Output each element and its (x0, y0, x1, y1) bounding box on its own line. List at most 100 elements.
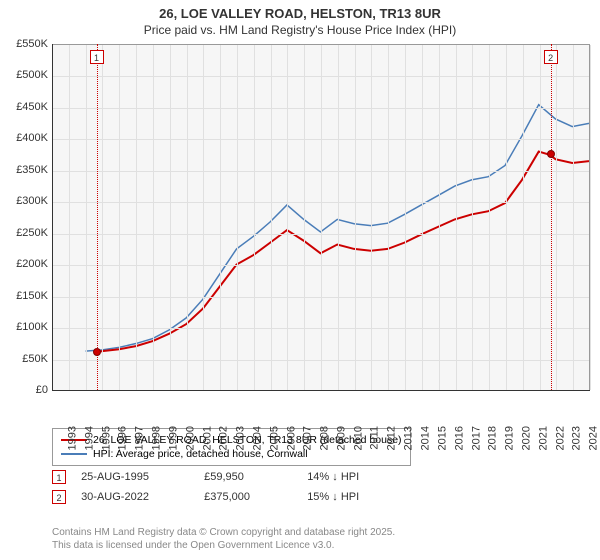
x-tick-label: 2009 (335, 426, 347, 450)
y-tick-label: £450K (6, 101, 48, 113)
x-tick-label: 2007 (302, 426, 314, 450)
x-tick-label: 2010 (352, 426, 364, 450)
y-tick-label: £50K (6, 353, 48, 365)
gridline-v (556, 45, 557, 390)
transactions-list: 1 25-AUG-1995 £59,950 14% ↓ HPI 2 30-AUG… (52, 470, 359, 510)
credits-line: This data is licensed under the Open Gov… (52, 539, 395, 552)
transaction-date: 25-AUG-1995 (81, 471, 201, 483)
transaction-price: £375,000 (204, 491, 304, 503)
gridline-v (439, 45, 440, 390)
transaction-date: 30-AUG-2022 (81, 491, 201, 503)
transaction-delta: 15% ↓ HPI (307, 491, 359, 503)
marker-box: 1 (90, 50, 104, 64)
x-tick-label: 2012 (386, 426, 398, 450)
y-tick-label: £0 (6, 384, 48, 396)
x-tick-label: 1999 (167, 426, 179, 450)
gridline-v (153, 45, 154, 390)
gridline-v (203, 45, 204, 390)
gridline-v (405, 45, 406, 390)
gridline-v (170, 45, 171, 390)
x-tick-label: 2019 (504, 426, 516, 450)
gridline-v (86, 45, 87, 390)
y-tick-label: £200K (6, 258, 48, 270)
x-tick-label: 2005 (268, 426, 280, 450)
gridline-v (489, 45, 490, 390)
gridline-v (338, 45, 339, 390)
marker-guideline (551, 44, 552, 390)
gridline-v (304, 45, 305, 390)
x-axis-line (52, 390, 590, 391)
y-tick-label: £400K (6, 132, 48, 144)
gridline-v (254, 45, 255, 390)
x-tick-label: 1994 (83, 426, 95, 450)
y-tick-label: £350K (6, 164, 48, 176)
title-address: 26, LOE VALLEY ROAD, HELSTON, TR13 8UR (0, 6, 600, 21)
gridline-v (523, 45, 524, 390)
x-tick-label: 2020 (520, 426, 532, 450)
x-tick-label: 2004 (251, 426, 263, 450)
y-tick-label: £500K (6, 69, 48, 81)
x-tick-label: 2008 (319, 426, 331, 450)
title-subtitle: Price paid vs. HM Land Registry's House … (0, 23, 600, 37)
x-tick-label: 1996 (117, 426, 129, 450)
credits: Contains HM Land Registry data © Crown c… (52, 526, 395, 552)
gridline-v (271, 45, 272, 390)
gridline-v (472, 45, 473, 390)
x-tick-label: 2015 (436, 426, 448, 450)
x-tick-label: 2013 (403, 426, 415, 450)
title-block: 26, LOE VALLEY ROAD, HELSTON, TR13 8UR P… (0, 0, 600, 39)
gridline-v (136, 45, 137, 390)
x-tick-label: 1993 (66, 426, 78, 450)
gridline-v (506, 45, 507, 390)
chart-container: 26, LOE VALLEY ROAD, HELSTON, TR13 8UR P… (0, 0, 600, 560)
x-tick-label: 2011 (368, 426, 380, 450)
marker-box: 2 (544, 50, 558, 64)
gridline-v (422, 45, 423, 390)
x-tick-label: 2003 (235, 426, 247, 450)
marker-dot (93, 348, 101, 356)
x-tick-label: 1995 (100, 426, 112, 450)
transaction-price: £59,950 (204, 471, 304, 483)
transaction-marker: 1 (52, 470, 66, 484)
x-tick-label: 2001 (201, 426, 213, 450)
gridline-v (237, 45, 238, 390)
y-tick-label: £300K (6, 195, 48, 207)
gridline-v (187, 45, 188, 390)
gridline-v (540, 45, 541, 390)
y-tick-label: £150K (6, 290, 48, 302)
x-tick-label: 2018 (487, 426, 499, 450)
marker-dot (547, 150, 555, 158)
x-tick-label: 2021 (537, 426, 549, 450)
credits-line: Contains HM Land Registry data © Crown c… (52, 526, 395, 539)
gridline-v (590, 45, 591, 390)
x-tick-label: 2000 (184, 426, 196, 450)
gridline-v (119, 45, 120, 390)
x-tick-label: 2024 (588, 426, 600, 450)
y-axis-line (52, 44, 53, 390)
transaction-marker: 2 (52, 490, 66, 504)
x-tick-label: 2014 (420, 426, 432, 450)
gridline-v (287, 45, 288, 390)
x-tick-label: 2017 (470, 426, 482, 450)
gridline-v (69, 45, 70, 390)
x-tick-label: 1997 (134, 426, 146, 450)
y-tick-label: £250K (6, 227, 48, 239)
gridline-v (102, 45, 103, 390)
x-tick-label: 2006 (285, 426, 297, 450)
marker-guideline (97, 44, 98, 390)
plot-area (52, 44, 590, 390)
transaction-row: 2 30-AUG-2022 £375,000 15% ↓ HPI (52, 490, 359, 504)
gridline-v (355, 45, 356, 390)
y-tick-label: £100K (6, 321, 48, 333)
transaction-row: 1 25-AUG-1995 £59,950 14% ↓ HPI (52, 470, 359, 484)
gridline-v (388, 45, 389, 390)
gridline-v (321, 45, 322, 390)
x-tick-label: 2022 (554, 426, 566, 450)
gridline-v (220, 45, 221, 390)
legend-swatch (61, 453, 87, 455)
gridline-v (371, 45, 372, 390)
x-tick-label: 1998 (151, 426, 163, 450)
x-tick-label: 2023 (571, 426, 583, 450)
x-tick-label: 2016 (453, 426, 465, 450)
x-tick-label: 2002 (218, 426, 230, 450)
